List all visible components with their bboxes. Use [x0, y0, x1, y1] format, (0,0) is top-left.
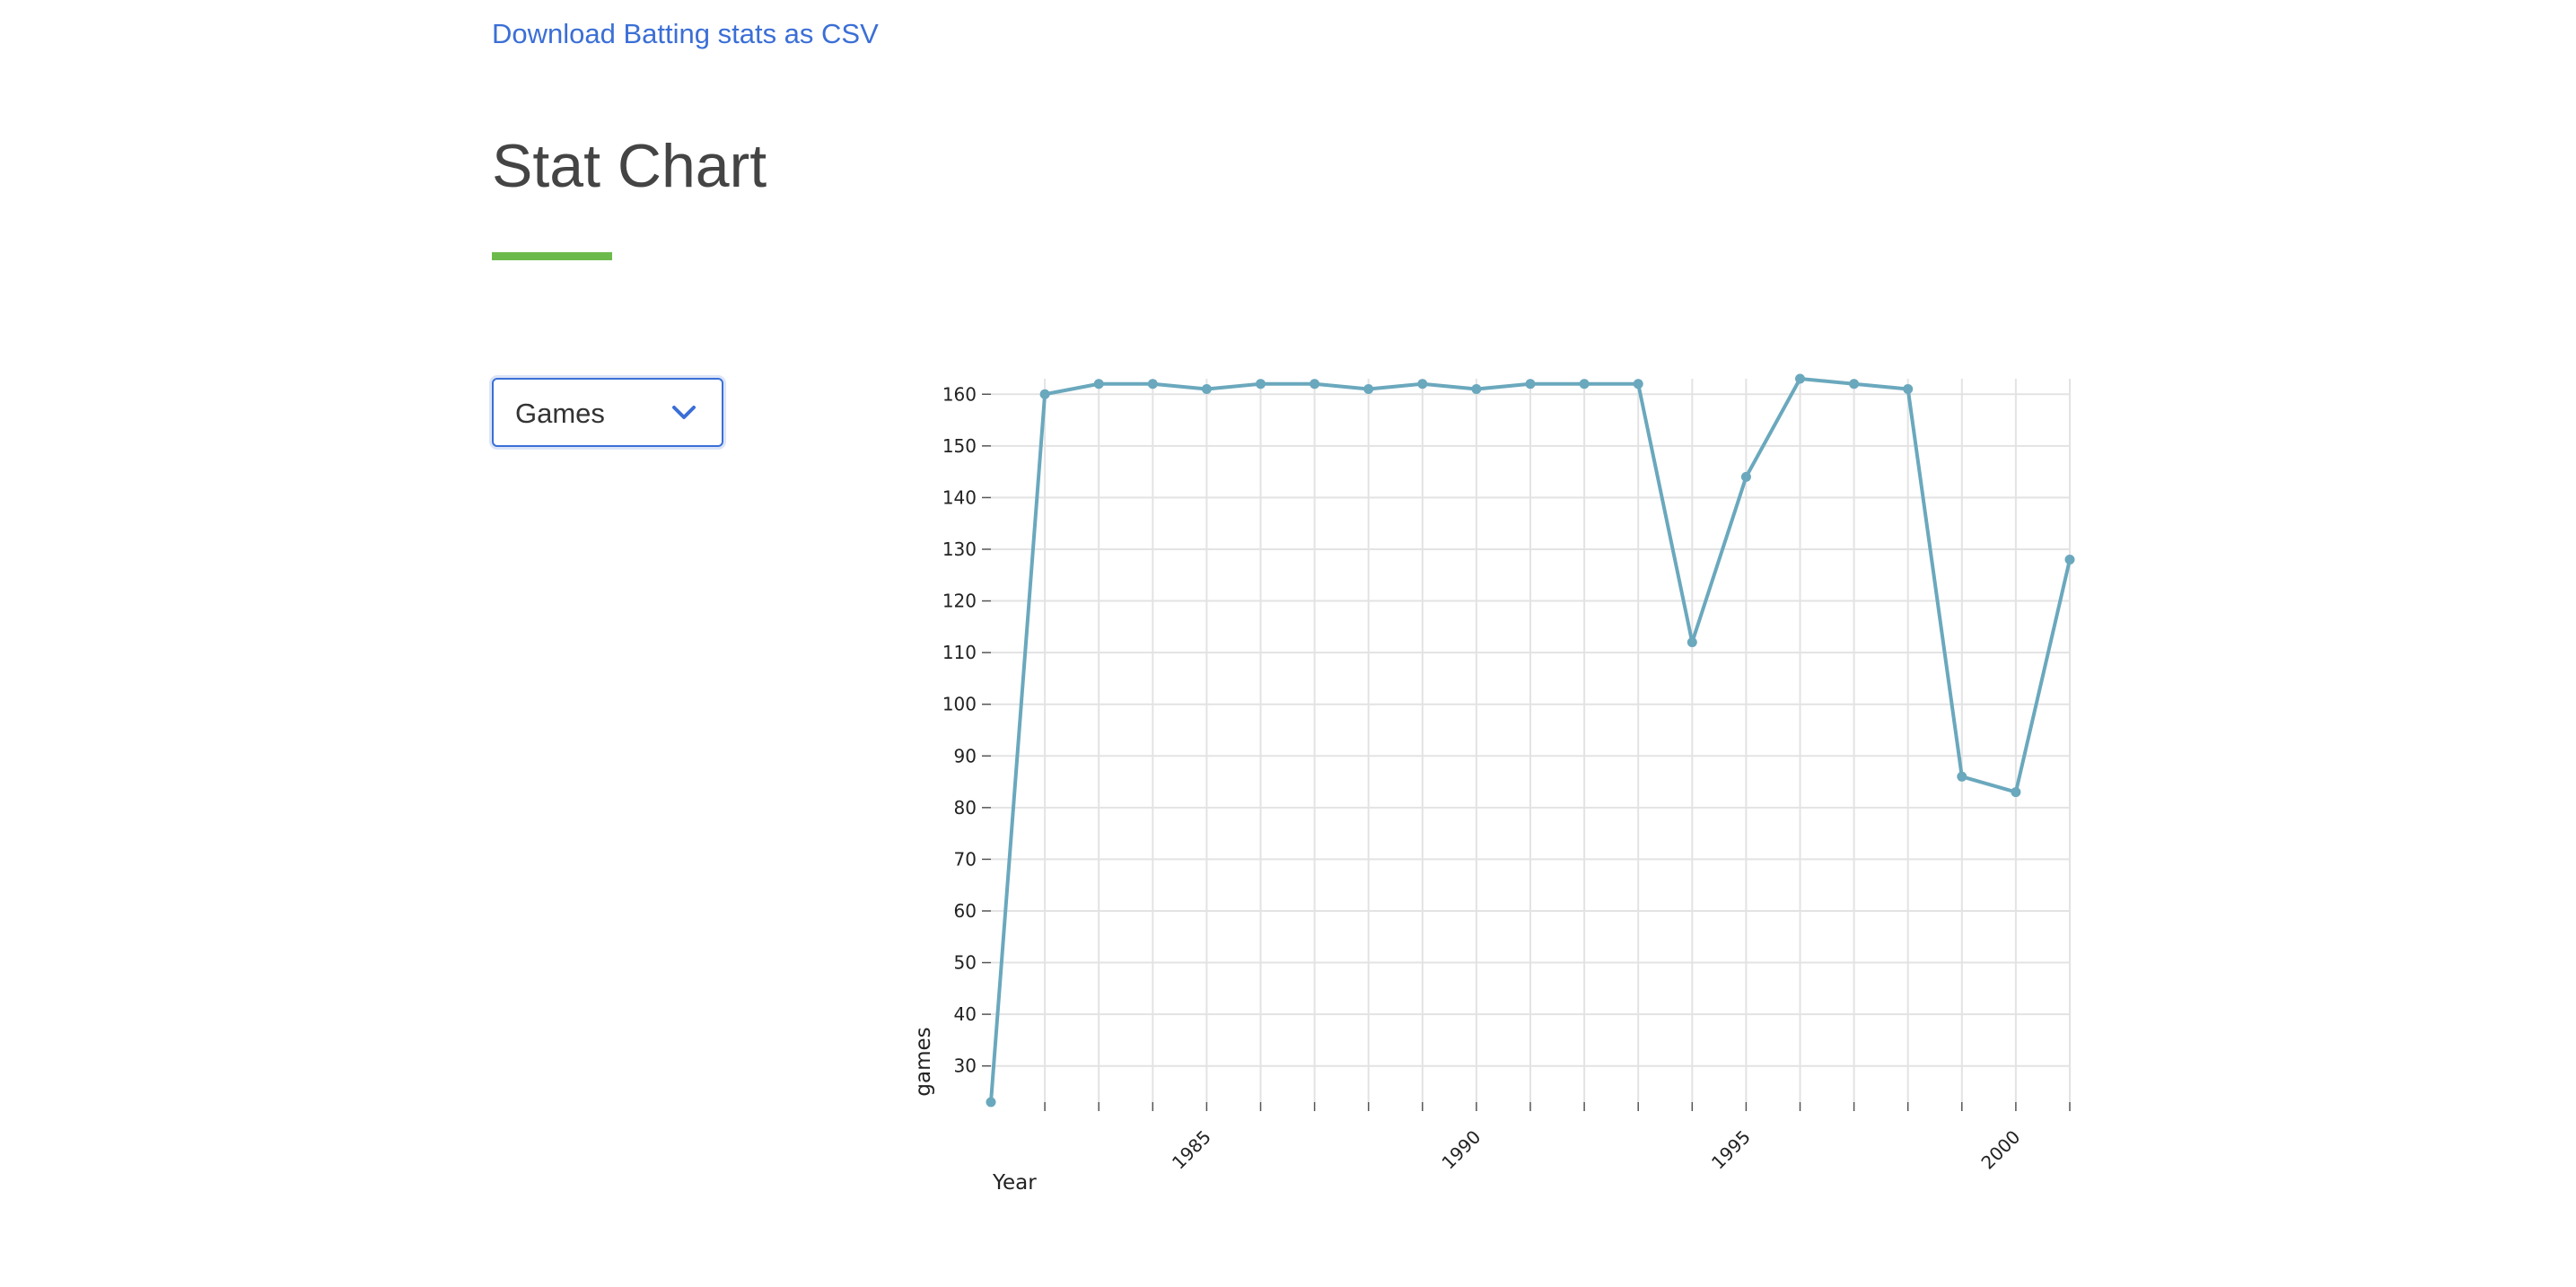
data-point	[1039, 389, 1050, 399]
y-tick-label: 100	[942, 694, 977, 715]
data-point	[1849, 379, 1860, 390]
y-tick-label: 80	[954, 797, 977, 819]
chart-series	[986, 373, 2075, 1108]
page-title: Stat Chart	[492, 132, 767, 200]
data-point	[1525, 379, 1536, 390]
data-point	[1795, 373, 1805, 384]
y-tick-label: 90	[954, 745, 977, 766]
stat-select-value: Games	[515, 398, 605, 429]
stat-select[interactable]: Games	[492, 378, 723, 447]
data-point	[1417, 379, 1428, 390]
chart-axes: 30 40 50 60 70 80 90 100 110 120 130 140 150 160 1985 1…	[942, 383, 2071, 1174]
data-point	[1903, 384, 1914, 395]
data-point	[1740, 471, 1751, 482]
y-tick-label: 40	[954, 1003, 977, 1025]
data-point	[1147, 379, 1158, 390]
data-point	[2064, 555, 2075, 565]
chevron-down-icon	[671, 399, 697, 425]
y-tick-label: 130	[942, 538, 977, 560]
data-point	[1363, 384, 1374, 395]
x-tick-label: 1990	[1437, 1126, 1485, 1174]
chart-grid	[991, 379, 2071, 1102]
download-csv-link[interactable]: Download Batting stats as CSV	[492, 18, 879, 49]
data-point	[2011, 787, 2021, 798]
y-tick-label: 30	[954, 1055, 977, 1077]
y-tick-label: 160	[942, 383, 977, 405]
y-tick-label: 120	[942, 591, 977, 612]
x-axis-title: Year	[992, 1171, 1037, 1195]
x-tick-label: 2000	[1976, 1126, 2024, 1174]
x-tick-label: 1995	[1707, 1126, 1755, 1174]
data-point	[1471, 384, 1482, 395]
y-tick-label: 140	[942, 486, 977, 508]
data-point	[1579, 379, 1590, 390]
y-tick-label: 60	[954, 900, 977, 922]
data-point	[1957, 771, 1967, 782]
data-point	[1687, 637, 1697, 648]
y-tick-label: 50	[954, 952, 977, 974]
data-point	[1310, 379, 1320, 390]
data-point	[1256, 379, 1266, 390]
title-underline	[492, 252, 612, 260]
y-axis-title: games	[912, 1027, 935, 1096]
y-tick-label: 70	[954, 848, 977, 870]
data-point	[1093, 379, 1104, 390]
data-point	[1633, 379, 1643, 390]
x-tick-label: 1985	[1168, 1126, 1215, 1174]
data-point	[986, 1097, 996, 1108]
data-point	[1201, 384, 1212, 395]
y-tick-label: 150	[942, 435, 977, 457]
y-tick-label: 110	[942, 642, 977, 663]
